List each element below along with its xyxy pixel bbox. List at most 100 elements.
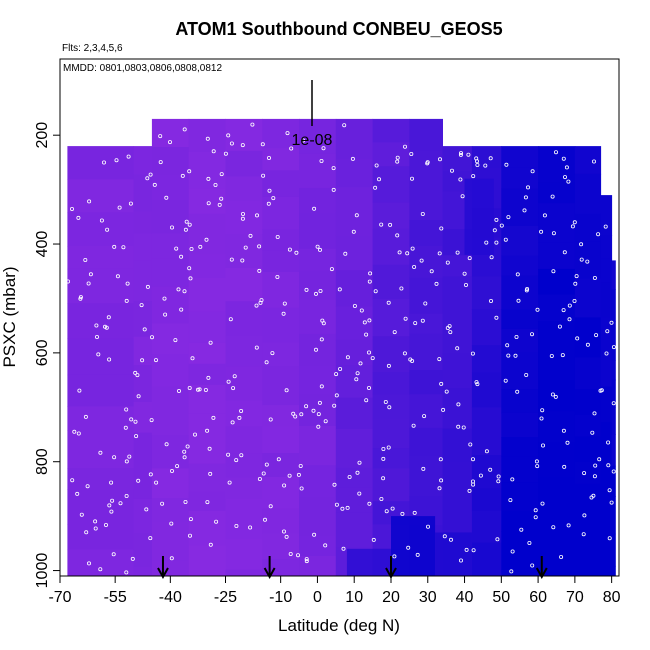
observation-point (95, 334, 100, 339)
heatmap-cell (67, 212, 135, 247)
observation-point (510, 549, 515, 554)
observation-point (590, 430, 595, 435)
heatmap-cell (471, 407, 502, 428)
observation-point (294, 250, 299, 255)
observation-point (320, 318, 325, 323)
observation-point (205, 136, 210, 141)
observation-point (553, 394, 558, 399)
observation-point (475, 382, 480, 387)
observation-point (549, 353, 554, 358)
heatmap-cell (372, 118, 410, 143)
observation-point (239, 453, 244, 458)
heatmap-cell (225, 176, 263, 202)
observation-point (508, 498, 513, 503)
observation-point (462, 271, 467, 276)
heatmap-cell (501, 456, 539, 483)
observation-point (551, 269, 556, 274)
observation-point (154, 480, 159, 485)
observation-point (345, 355, 350, 360)
heatmap-cell (262, 477, 300, 510)
observation-point (354, 213, 359, 218)
observation-point (605, 329, 610, 334)
observation-point (392, 554, 397, 559)
observation-point (109, 480, 114, 485)
observation-point (323, 419, 328, 424)
heatmap-cell (151, 354, 190, 388)
heatmap-cell (611, 496, 616, 535)
observation-point (582, 471, 587, 476)
observation-point (182, 455, 187, 460)
heatmap-cell (409, 246, 443, 279)
observation-point (492, 228, 497, 233)
observation-point (423, 301, 428, 306)
heatmap-cell (442, 462, 473, 499)
observation-point (503, 237, 508, 242)
observation-point (288, 552, 293, 557)
observation-point (420, 318, 425, 323)
observation-point (611, 469, 616, 474)
heatmap-cell (225, 366, 263, 401)
observation-point (304, 287, 309, 292)
scale-bar-label: 1e-08 (292, 132, 333, 149)
heatmap-cell (501, 275, 539, 310)
observation-point (540, 501, 545, 506)
heatmap-cell (151, 406, 190, 436)
y-axis-title: PSXC (mbar) (0, 266, 19, 367)
observation-point (561, 156, 566, 161)
heatmap-cell (574, 414, 602, 438)
observation-point (102, 160, 107, 165)
heatmap-cell (225, 453, 263, 479)
heatmap-cells (67, 118, 616, 577)
observation-point (332, 403, 337, 408)
observation-point (439, 226, 444, 231)
observation-point (352, 303, 357, 308)
observation-point (261, 471, 266, 476)
observation-point (94, 323, 99, 328)
x-tick-label: -55 (104, 589, 127, 606)
observation-point (395, 159, 400, 164)
observation-point (76, 431, 81, 436)
x-tick-label: 70 (566, 589, 584, 606)
observation-point (195, 387, 200, 392)
observation-point (379, 222, 384, 227)
observation-point (560, 353, 565, 358)
observation-point (390, 506, 395, 511)
observation-point (87, 561, 92, 566)
observation-point (572, 220, 577, 225)
observation-point (160, 501, 165, 506)
observation-point (227, 480, 232, 485)
observation-point (184, 219, 189, 224)
heatmap-cell (501, 352, 539, 390)
observation-point (317, 400, 322, 405)
heatmap-cell (67, 549, 135, 577)
observation-point (341, 546, 346, 551)
observation-point (130, 556, 135, 561)
observation-point (334, 502, 339, 507)
heatmap-cell (409, 313, 443, 335)
observation-point (98, 450, 103, 455)
observation-point (488, 467, 493, 472)
observation-point (509, 569, 514, 574)
observation-point (295, 553, 300, 558)
observation-point (79, 512, 84, 517)
heatmap-cell (188, 510, 226, 546)
observation-point (530, 169, 535, 174)
heatmap-cell (574, 146, 602, 175)
observation-point (607, 536, 612, 541)
observation-point (439, 381, 444, 386)
observation-point (362, 320, 367, 325)
heatmap-cell (262, 170, 300, 198)
heatmap-cell (611, 533, 616, 567)
heatmap-cell (442, 498, 473, 533)
observation-point (190, 356, 195, 361)
observation-point (149, 335, 154, 340)
heatmap-cell (501, 188, 539, 227)
observation-point (99, 218, 104, 223)
observation-point (434, 281, 439, 286)
observation-point (510, 477, 515, 482)
observation-point (474, 156, 479, 161)
observation-point (561, 308, 566, 313)
observation-point (503, 378, 508, 383)
observation-point (169, 556, 174, 561)
observation-point (437, 251, 442, 256)
